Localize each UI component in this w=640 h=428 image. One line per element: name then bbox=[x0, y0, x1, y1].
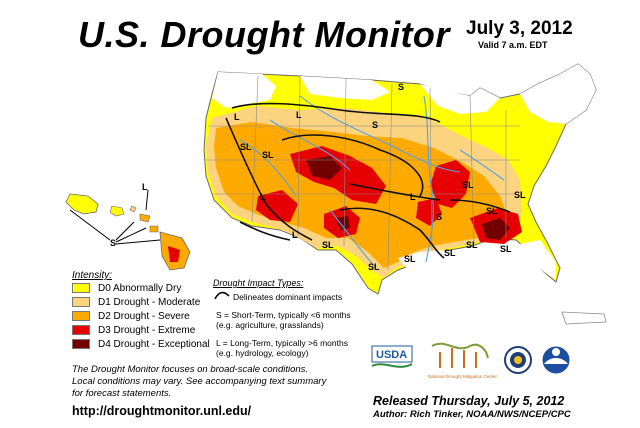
map-date: July 3, 2012 bbox=[466, 18, 573, 39]
impact-long-line1: L = Long-Term, typically >6 months bbox=[216, 338, 348, 348]
noaa-logo-icon bbox=[541, 345, 571, 375]
region-label: SL bbox=[368, 262, 380, 272]
region-label: SL bbox=[262, 150, 274, 160]
d3-arkansas bbox=[416, 198, 442, 226]
region-label: SL bbox=[486, 206, 498, 216]
no-drought-florida bbox=[520, 240, 556, 280]
legend-item-d3: D3 Drought - Extreme bbox=[72, 324, 195, 336]
conus-map bbox=[65, 63, 607, 325]
region-label: L bbox=[296, 110, 302, 120]
region-label: S bbox=[398, 82, 404, 92]
legend-item-d0: D0 Abnormally Dry bbox=[72, 282, 181, 294]
region-label: L bbox=[292, 230, 298, 240]
no-drought-northern-plains bbox=[300, 76, 390, 100]
impact-lines bbox=[225, 102, 511, 259]
hawaii bbox=[109, 205, 191, 271]
puerto-rico bbox=[561, 311, 607, 325]
legend-heading: Intensity: bbox=[72, 270, 113, 281]
legend-label-d3: D3 Drought - Extreme bbox=[98, 324, 196, 336]
legend-item-d4: D4 Drought - Exceptional bbox=[72, 338, 210, 350]
usda-logo: USDA bbox=[371, 345, 413, 368]
region-label: SL bbox=[240, 142, 252, 152]
d4-colorado bbox=[306, 156, 342, 180]
map-title: U.S. Drought Monitor bbox=[78, 14, 450, 55]
region-label: SL bbox=[322, 240, 334, 250]
region-label: S bbox=[436, 212, 442, 222]
region-label: L bbox=[410, 192, 416, 202]
region-label: SL bbox=[466, 240, 478, 250]
alaska bbox=[65, 193, 99, 215]
note-line: for forecast statements. bbox=[72, 388, 172, 399]
author-credit: Author: Rich Tinker, NOAA/NWS/NCEP/CPC bbox=[373, 409, 571, 420]
region-label: L bbox=[234, 112, 240, 122]
d2-swatch bbox=[72, 311, 90, 321]
region-label: SL bbox=[500, 244, 512, 254]
release-date: Released Thursday, July 5, 2012 bbox=[373, 394, 565, 408]
legend-item-d1: D1 Drought - Moderate bbox=[72, 296, 200, 308]
hawaii-label-l: L bbox=[142, 182, 148, 192]
region-label: SL bbox=[444, 248, 456, 258]
d4-swatch bbox=[72, 339, 90, 349]
hawaii-pointer-lines bbox=[69, 189, 161, 245]
d4-texas bbox=[336, 216, 350, 230]
no-drought-gulf-coast bbox=[398, 250, 452, 272]
valid-time: Valid 7 a.m. EDT bbox=[478, 40, 548, 50]
impact-short-line1: S = Short-Term, typically <6 months bbox=[216, 310, 351, 320]
impact-long-line2: (e.g. hydrology, ecology) bbox=[216, 348, 309, 358]
d4-georgia bbox=[482, 218, 510, 240]
hawaii-label-s: S bbox=[110, 238, 116, 248]
region-label: SL bbox=[514, 190, 526, 200]
note-line: Local conditions may vary. See accompany… bbox=[72, 376, 327, 387]
note-line: The Drought Monitor focuses on broad-sca… bbox=[72, 364, 309, 375]
no-drought-northwest bbox=[212, 72, 276, 108]
legend-label-d1: D1 Drought - Moderate bbox=[98, 296, 201, 308]
legend-label-d4: D4 Drought - Exceptional bbox=[98, 338, 210, 350]
legend-label-d0: D0 Abnormally Dry bbox=[98, 282, 182, 294]
region-label: SL bbox=[462, 180, 474, 190]
d3-arizona bbox=[256, 190, 298, 222]
impact-short-line2: (e.g. agriculture, grasslands) bbox=[216, 320, 324, 330]
no-drought-great-lakes bbox=[420, 84, 500, 114]
legend-label-d2: D2 Drought - Severe bbox=[98, 310, 190, 322]
disclaimer-note: The Drought Monitor focuses on broad-sca… bbox=[72, 364, 362, 400]
no-drought-northeast bbox=[520, 64, 596, 124]
d1-swatch bbox=[72, 297, 90, 307]
ndmc-logo: National Drought Mitigation Center bbox=[428, 342, 498, 379]
commerce-seal-icon bbox=[504, 346, 532, 374]
region-labels: S L S L SL SL L L L S SL SL SL S SL SL S… bbox=[110, 82, 526, 272]
state-boundaries bbox=[206, 75, 520, 271]
impact-line-icon bbox=[214, 291, 230, 300]
region-label: L bbox=[260, 192, 266, 202]
impact-delineates: Delineates dominant impacts bbox=[233, 292, 343, 302]
legend-item-d2: D2 Drought - Severe bbox=[72, 310, 190, 322]
impact-heading: Drought Impact Types: bbox=[213, 278, 304, 288]
d3-swatch bbox=[72, 325, 90, 335]
website-url[interactable]: http://droughtmonitor.unl.edu/ bbox=[72, 404, 252, 418]
region-label: S bbox=[372, 120, 378, 130]
d0-swatch bbox=[72, 283, 90, 293]
svg-text:National Drought Mitigation Ce: National Drought Mitigation Center bbox=[428, 374, 498, 379]
svg-text:USDA: USDA bbox=[376, 349, 407, 361]
region-label: SL bbox=[404, 254, 416, 264]
